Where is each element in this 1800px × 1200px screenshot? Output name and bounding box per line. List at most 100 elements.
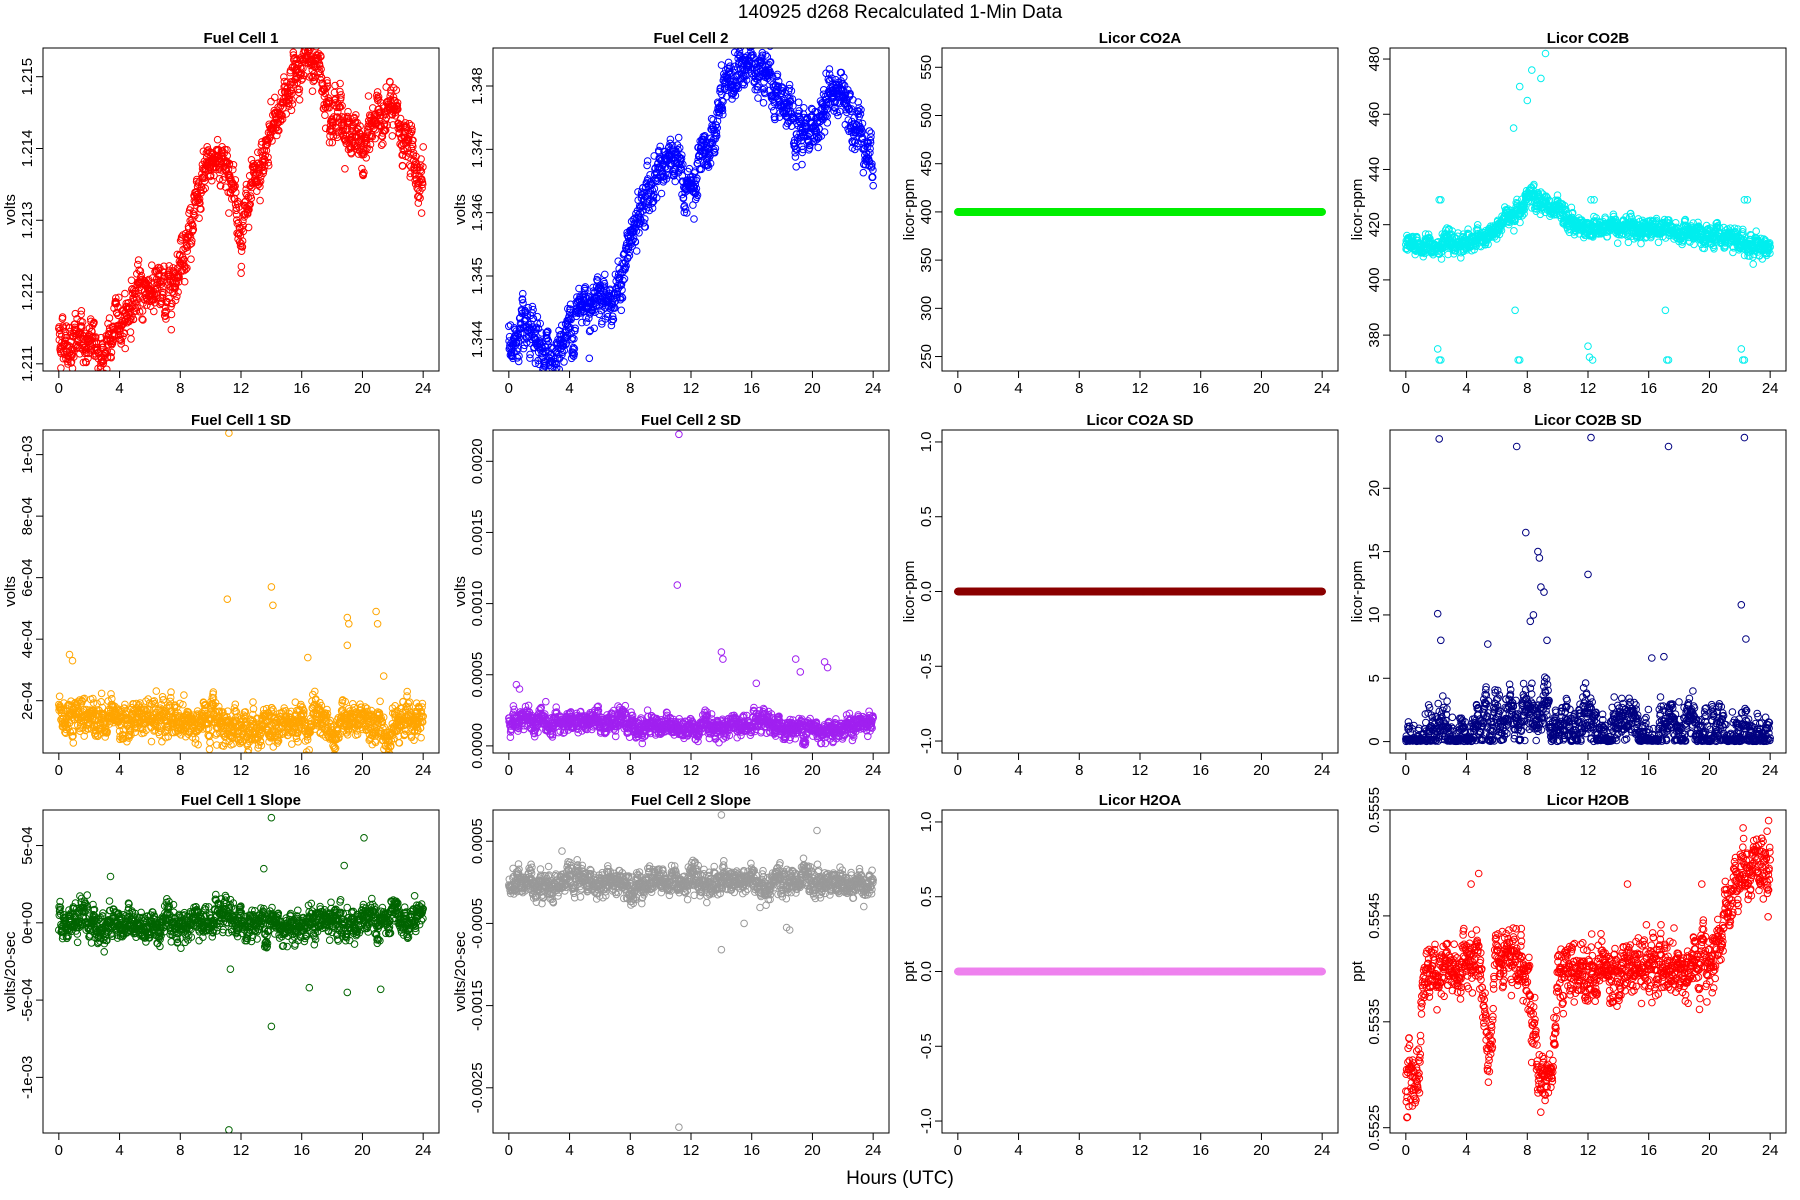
data-point bbox=[857, 106, 865, 114]
data-point bbox=[206, 171, 215, 180]
y-tick-label: 1.344 bbox=[469, 321, 486, 359]
data-point bbox=[693, 174, 701, 183]
data-point bbox=[1510, 227, 1518, 235]
data-point bbox=[337, 93, 345, 102]
data-point bbox=[758, 51, 767, 60]
points-fuel-cell-2 bbox=[505, 48, 878, 371]
data-point bbox=[712, 132, 721, 140]
y-tick-label: 1.348 bbox=[469, 67, 486, 105]
data-point bbox=[341, 165, 349, 173]
data-point bbox=[267, 97, 275, 106]
data-point bbox=[210, 171, 218, 180]
data-point bbox=[189, 221, 197, 230]
data-point bbox=[352, 111, 360, 119]
data-point bbox=[167, 325, 176, 334]
data-point bbox=[165, 262, 173, 270]
x-tick-label: 12 bbox=[233, 380, 250, 397]
data-point bbox=[666, 139, 674, 148]
data-point bbox=[187, 239, 196, 248]
data-point bbox=[528, 302, 537, 311]
data-point bbox=[396, 114, 405, 123]
data-point bbox=[747, 69, 756, 78]
data-point bbox=[624, 253, 632, 262]
data-point bbox=[800, 104, 808, 112]
data-point bbox=[331, 81, 339, 90]
data-point bbox=[820, 128, 829, 136]
data-point bbox=[73, 315, 81, 323]
data-point bbox=[159, 288, 168, 297]
data-point bbox=[183, 264, 191, 272]
data-point bbox=[1454, 229, 1462, 237]
data-point bbox=[321, 124, 330, 133]
data-point bbox=[555, 365, 563, 371]
data-point bbox=[1520, 205, 1529, 214]
data-point bbox=[791, 153, 800, 161]
data-point bbox=[756, 56, 765, 65]
x-tick-label: 16 bbox=[1192, 380, 1209, 397]
x-tick-label: 16 bbox=[293, 380, 310, 397]
data-point bbox=[364, 92, 373, 100]
data-point bbox=[1459, 230, 1468, 238]
data-point bbox=[578, 318, 586, 327]
data-point bbox=[398, 162, 407, 170]
data-point bbox=[785, 102, 793, 110]
data-point bbox=[386, 78, 394, 86]
data-point bbox=[244, 202, 252, 211]
data-point bbox=[237, 262, 246, 271]
data-point bbox=[641, 215, 649, 223]
data-point bbox=[533, 312, 542, 321]
data-point bbox=[1519, 202, 1528, 210]
data-point bbox=[139, 316, 147, 324]
data-point bbox=[232, 210, 241, 219]
x-tick-label: 20 bbox=[804, 380, 821, 397]
data-point bbox=[200, 177, 209, 185]
data-point bbox=[323, 82, 332, 91]
data-point bbox=[388, 132, 397, 140]
data-point bbox=[154, 266, 163, 275]
data-point bbox=[262, 146, 271, 155]
data-point bbox=[671, 177, 680, 186]
data-point bbox=[317, 52, 325, 61]
data-point bbox=[1511, 217, 1519, 226]
data-point bbox=[622, 262, 630, 270]
data-point bbox=[323, 76, 331, 85]
data-point bbox=[336, 103, 345, 111]
data-point bbox=[160, 262, 168, 271]
data-point bbox=[711, 144, 720, 153]
data-point bbox=[390, 84, 398, 92]
data-point bbox=[658, 165, 666, 173]
data-point bbox=[264, 158, 273, 167]
data-point bbox=[805, 144, 814, 152]
data-point bbox=[102, 365, 111, 371]
data-point bbox=[834, 111, 842, 120]
data-point bbox=[57, 364, 65, 371]
data-point bbox=[569, 348, 577, 357]
data-point bbox=[238, 243, 247, 251]
y-tick-label: 350 bbox=[918, 248, 935, 273]
data-point bbox=[679, 193, 688, 202]
data-point bbox=[134, 256, 143, 264]
data-point bbox=[650, 184, 659, 193]
data-point bbox=[408, 125, 416, 134]
data-point bbox=[353, 145, 362, 154]
data-point bbox=[245, 201, 254, 209]
data-point bbox=[297, 76, 306, 84]
data-point bbox=[112, 294, 120, 302]
data-point bbox=[600, 279, 609, 288]
data-point bbox=[365, 145, 374, 154]
data-point bbox=[256, 182, 264, 191]
data-point bbox=[225, 159, 234, 168]
data-point bbox=[644, 197, 652, 206]
data-point bbox=[617, 306, 626, 315]
data-point bbox=[239, 221, 247, 230]
data-point bbox=[519, 289, 527, 298]
data-point bbox=[794, 98, 803, 107]
data-point bbox=[278, 111, 286, 120]
y-tick-label: 550 bbox=[918, 55, 935, 80]
data-point bbox=[357, 139, 366, 147]
data-point bbox=[611, 297, 620, 306]
data-point bbox=[230, 181, 238, 189]
data-point bbox=[356, 122, 364, 130]
data-point bbox=[734, 84, 743, 92]
data-point bbox=[625, 242, 633, 251]
